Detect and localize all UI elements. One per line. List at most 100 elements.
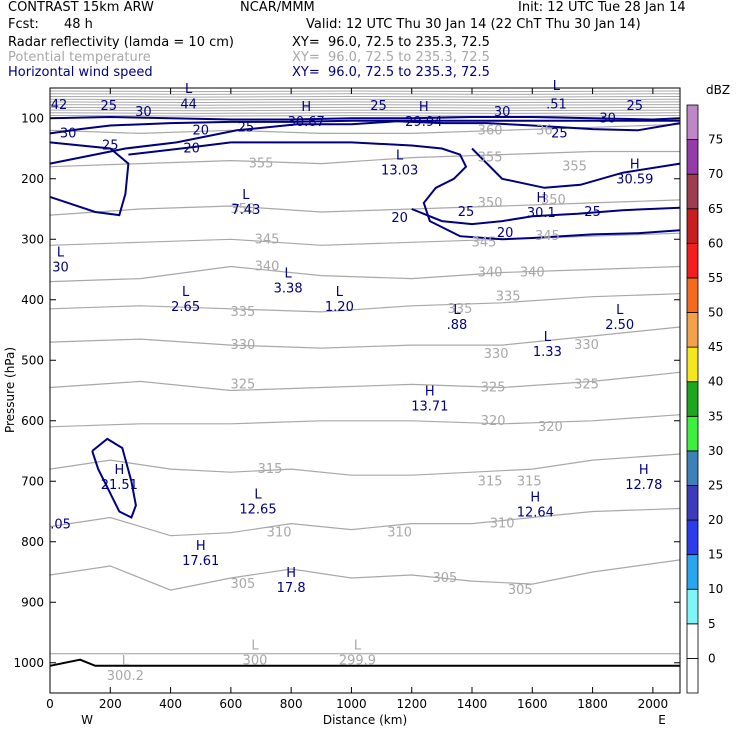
hl-value: 17.8 [277, 581, 306, 596]
surface-line [49, 658, 680, 667]
colorbar-box-55 [686, 242, 699, 279]
hl-letter: L [396, 149, 404, 164]
colorbar-box-25 [686, 450, 699, 486]
hl-value: 13.03 [381, 164, 418, 179]
upper-band-line [49, 109, 681, 112]
theta-label: 325 [481, 380, 506, 395]
theta-label: 36 [536, 123, 553, 138]
wind-label: 25 [458, 205, 475, 220]
theta-label: 320 [538, 420, 563, 435]
colorbar-label: 65 [708, 202, 723, 216]
colorbar-label: 70 [708, 167, 723, 181]
theta-label: 315 [258, 462, 283, 477]
header-fcst-value: 48 h [64, 17, 93, 32]
x-tick-label: 1000 [336, 697, 367, 711]
theta-label: 305 [432, 571, 457, 586]
theta-label: 355 [562, 160, 587, 175]
hl-value: 30.1 [527, 206, 556, 221]
isentrope-315 [49, 453, 681, 476]
wind-label: 20 [183, 142, 200, 157]
theta-label: 305 [231, 577, 256, 592]
x-tick-label: 1400 [457, 697, 488, 711]
colorbar-box-50 [686, 277, 699, 313]
hl-value: 29.94 [405, 115, 442, 130]
hl-letter: L [285, 267, 293, 282]
colorbar-box-20 [686, 485, 699, 521]
upper-band-line [49, 112, 681, 114]
y-tick-label: 700 [21, 474, 44, 488]
theta-min-value: 300.2 [107, 669, 144, 684]
wind-label: 30 [599, 111, 616, 126]
colorbar-label: 15 [708, 548, 723, 562]
x-tick-label: 200 [99, 697, 122, 711]
field-xy-reflectivity: XY= 96.0, 72.5 to 235.3, 72.5 [292, 35, 490, 50]
colorbar-label: 50 [708, 306, 723, 320]
theta-label: 315 [517, 474, 542, 489]
theta-label: 350 [478, 196, 503, 211]
theta-label: 355 [249, 157, 274, 172]
field-xy-wind: XY= 96.0, 72.5 to 235.3, 72.5 [292, 65, 490, 80]
x-axis-label: Distance (km) [323, 713, 407, 727]
wind-label: 30 [135, 105, 152, 120]
hl-value: 7.43 [231, 203, 260, 218]
upper-band-line [49, 90, 681, 93]
reflectivity-colorbar: 0 5 10 15 20 25 30 35 40 45 50 55 60 65 70 75 [686, 104, 723, 694]
theta-label: 345 [472, 235, 497, 250]
x-tick-label: 400 [159, 697, 182, 711]
theta-label: 355 [478, 151, 503, 166]
isentrope-305 [49, 559, 681, 591]
isentrope-310 [49, 507, 681, 537]
isentrope-320 [49, 414, 681, 428]
field-xy-theta: XY= 96.0, 72.5 to 235.3, 72.5 [292, 50, 490, 65]
theta-min-letter: L [251, 639, 259, 654]
hl-letter: H [114, 463, 124, 478]
header-title: CONTRAST 15km ARW [8, 0, 154, 15]
colorbar-bottom-box [686, 658, 699, 694]
hl-letter: L [254, 487, 262, 502]
field-name-theta: Potential temperature [8, 50, 151, 65]
y-tick-label: 1000 [13, 656, 44, 670]
colorbar-box-45 [686, 312, 699, 348]
x-end-label-right: E [658, 713, 666, 727]
wind-label: 25 [102, 138, 119, 153]
hl-letter: H [536, 191, 546, 206]
wind-contour-closed-7 [91, 437, 137, 519]
hl-letter: H [639, 463, 649, 478]
theta-label: 345 [535, 229, 560, 244]
hl-letter: H [286, 566, 296, 581]
wind-label: .51 [546, 97, 567, 112]
plot-frame [49, 87, 681, 694]
y-axis-label: Pressure (hPa) [3, 347, 17, 433]
header-center: NCAR/MMM [240, 0, 315, 15]
header-init: Init: 12 UTC Tue 28 Jan 14 [518, 0, 686, 15]
hl-value: 3.38 [274, 282, 303, 297]
x-tick-label: 1600 [517, 697, 548, 711]
colorbar-box-30 [686, 415, 699, 452]
colorbar-label: 10 [708, 582, 723, 596]
colorbar-label: 55 [708, 271, 723, 285]
wind-labels: 42 25 30 44 25 30 .51 25 30 25 20 25 20 25 20 25 20 25 30 [51, 97, 643, 241]
upper-band-line [49, 98, 681, 101]
wind-contour-25 [411, 206, 681, 226]
upper-band-line [49, 95, 681, 98]
hl-value: .05 [50, 518, 71, 533]
theta-label: 310 [387, 526, 412, 541]
theta-label: 310 [490, 517, 515, 532]
theta-min-letter: L [354, 639, 362, 654]
theta-label: 305 [508, 583, 533, 598]
colorbar-box-65 [686, 173, 699, 210]
y-tick-label: 900 [21, 595, 44, 609]
theta-min-value: 300 [243, 654, 268, 669]
theta-label: 350 [231, 202, 256, 217]
theta-label: 340 [520, 266, 545, 281]
colorbar-label: 35 [708, 409, 723, 423]
wind-label: 42 [51, 98, 68, 113]
hl-value: 2.65 [171, 300, 200, 315]
colorbar-box-70 [686, 139, 699, 175]
theta-label: 340 [255, 259, 280, 274]
hl-letter: H [301, 100, 311, 115]
hl-value: 1.20 [325, 300, 354, 315]
isentrope-340 [49, 265, 681, 283]
colorbar-box-40 [686, 346, 699, 383]
